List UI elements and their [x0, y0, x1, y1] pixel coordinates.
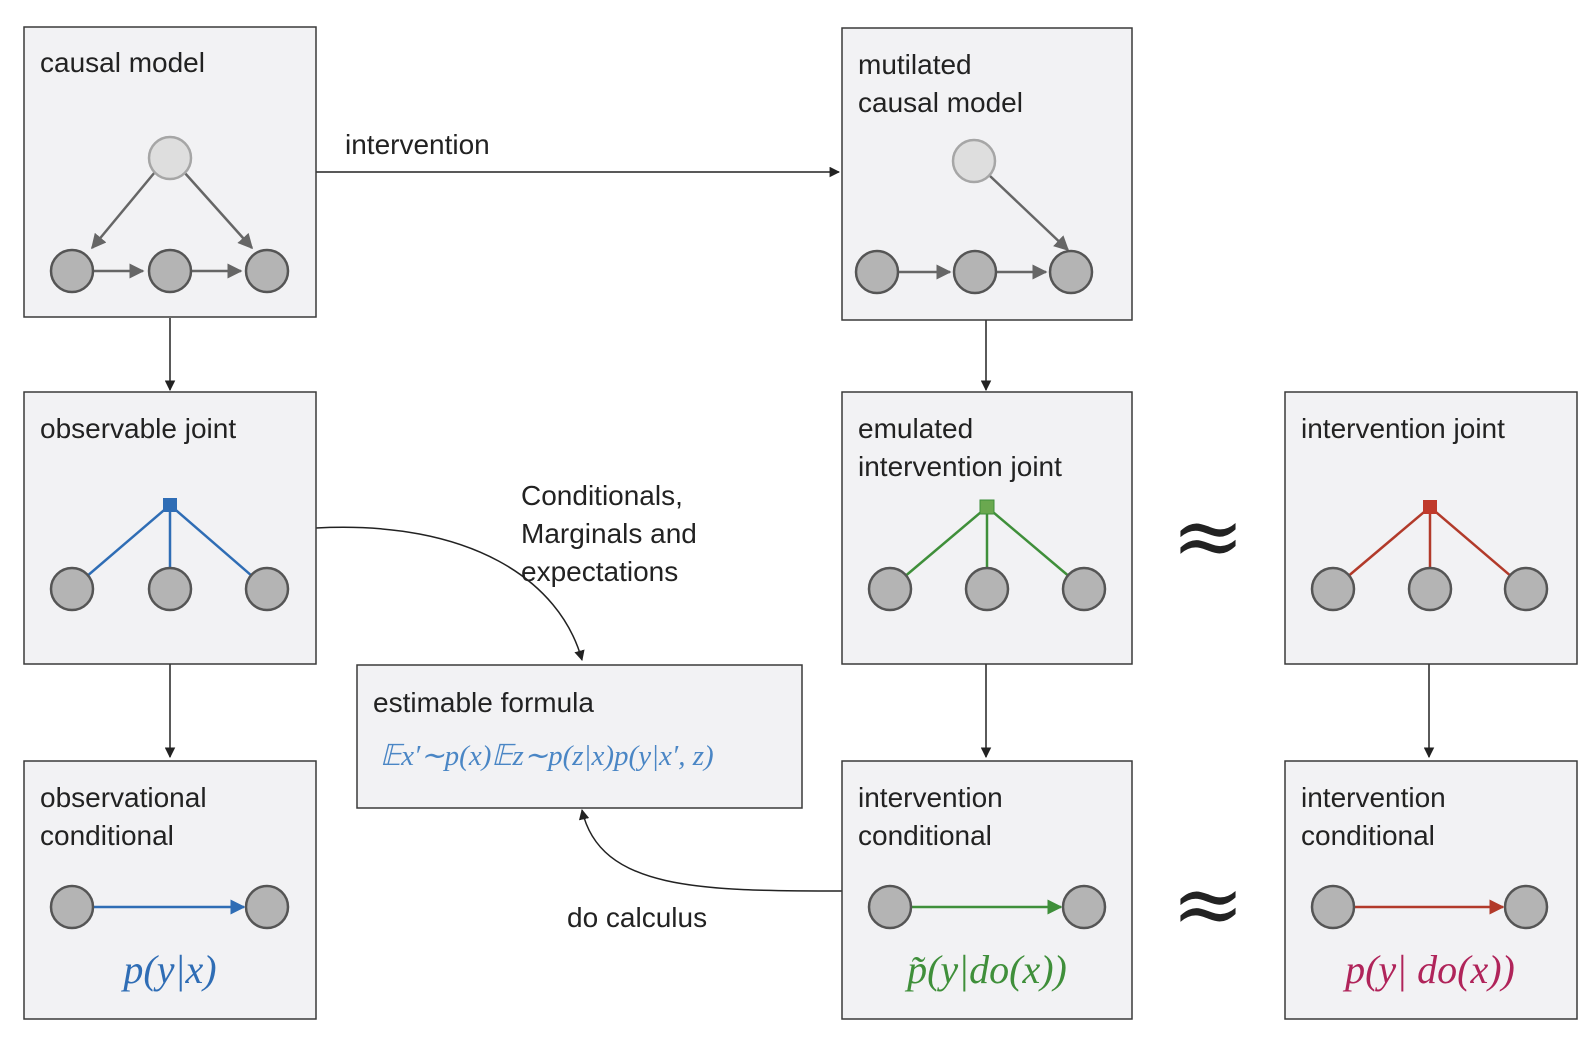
z-node [147, 248, 193, 294]
x-node [49, 248, 95, 294]
do-calculus-label: do calculus [567, 902, 707, 933]
x-node [49, 884, 95, 930]
factor-node [979, 499, 995, 515]
intervention-joint-title: intervention joint [1301, 413, 1505, 444]
y-node [1503, 566, 1549, 612]
z-node [147, 566, 193, 612]
mutilated-model-box: mutilated causal model [841, 27, 1133, 321]
do-calculus-curve-arrow [578, 808, 843, 892]
marginals-label-line2: Marginals and [521, 518, 697, 549]
observable-joint-title: observable joint [40, 413, 236, 444]
x-node [867, 566, 913, 612]
marginals-curve-arrow [315, 526, 585, 662]
estimable-formula-box: estimable formula 𝔼x′∼p(x)𝔼z∼p(z|x)p(y|x… [356, 664, 803, 809]
observable-joint-box: observable joint [23, 391, 317, 665]
causal-model-title: causal model [40, 47, 205, 78]
x-node [49, 566, 95, 612]
x-node [1310, 884, 1356, 930]
marginals-label-line1: Conditionals, [521, 480, 683, 511]
mutilated-title-line2: causal model [858, 87, 1023, 118]
intervention-label: intervention [345, 129, 490, 160]
obs-conditional-formula: p(y|x) [120, 947, 216, 992]
y-node [1503, 884, 1549, 930]
confounder-node [951, 138, 997, 184]
intervention-conditional-box: intervention conditional p(y| do(x)) [1284, 760, 1578, 1020]
intervention-joint-box: intervention joint [1284, 391, 1578, 665]
int-conditional-formula: p(y| do(x)) [1342, 947, 1515, 992]
marginals-label-line3: expectations [521, 556, 678, 587]
approx-symbol-conditional: ≈ [1171, 852, 1245, 955]
obs-conditional-title-line2: conditional [40, 820, 174, 851]
mutilated-title-line1: mutilated [858, 49, 972, 80]
y-node [244, 884, 290, 930]
y-node [244, 248, 290, 294]
emulated-title-line1: emulated [858, 413, 973, 444]
x-node [1310, 566, 1356, 612]
confounder-node [147, 135, 193, 181]
x-node [867, 884, 913, 930]
obs-conditional-title-line1: observational [40, 782, 207, 813]
y-node [1061, 884, 1107, 930]
causal-model-box: causal model [23, 26, 317, 318]
factor-node [1423, 500, 1437, 514]
y-node [244, 566, 290, 612]
observational-conditional-box: observational conditional p(y|x) [23, 760, 317, 1020]
approx-symbol-joint: ≈ [1171, 484, 1245, 587]
x-node [854, 249, 900, 295]
z-node [964, 566, 1010, 612]
int-conditional-title-line1: intervention [1301, 782, 1446, 813]
emulated-conditional-formula: p̃(y|do(x)) [904, 947, 1067, 992]
emulated-joint-box: emulated intervention joint [841, 391, 1133, 665]
emulated-conditional-title-line2: conditional [858, 820, 992, 851]
inter-box-arrows [164, 166, 1435, 892]
factor-node [163, 498, 177, 512]
estimable-formula: 𝔼x′∼p(x)𝔼z∼p(z|x)p(y|x′, z) [380, 740, 714, 772]
y-node [1048, 249, 1094, 295]
z-node [1407, 566, 1453, 612]
z-node [952, 249, 998, 295]
y-node [1061, 566, 1107, 612]
emulated-conditional-title-line1: intervention [858, 782, 1003, 813]
emulated-conditional-box: intervention conditional p̃(y|do(x)) [841, 760, 1133, 1020]
emulated-title-line2: intervention joint [858, 451, 1062, 482]
estimable-title: estimable formula [373, 687, 594, 718]
int-conditional-title-line2: conditional [1301, 820, 1435, 851]
